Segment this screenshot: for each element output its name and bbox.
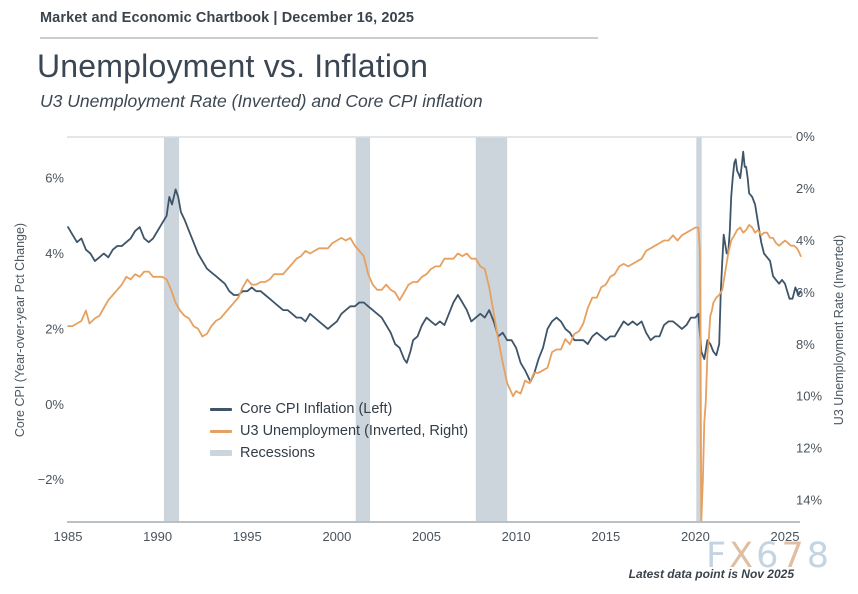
left-axis-tick: 4% bbox=[45, 246, 64, 261]
legend-item-unemployment: U3 Unemployment (Inverted, Right) bbox=[210, 420, 468, 442]
recession-band bbox=[163, 137, 180, 521]
x-axis-tick: 2005 bbox=[412, 529, 441, 544]
chartbook-header: Market and Economic Chartbook | December… bbox=[40, 10, 415, 26]
right-axis-tick: 8% bbox=[796, 337, 815, 352]
x-axis-tick: 2015 bbox=[591, 529, 620, 544]
right-axis-tick: 12% bbox=[796, 441, 822, 456]
right-axis-tick: 0% bbox=[796, 129, 815, 144]
legend-swatch-recessions bbox=[210, 450, 232, 456]
watermark-letter: F bbox=[706, 536, 730, 576]
left-axis-tick: 2% bbox=[45, 321, 64, 336]
recession-band bbox=[696, 137, 702, 521]
watermark-letter: 6 bbox=[756, 536, 782, 576]
watermark-letter: X bbox=[729, 536, 757, 576]
right-axis-tick: 14% bbox=[796, 493, 822, 508]
left-axis-tick: 0% bbox=[45, 397, 64, 412]
legend-swatch-core-cpi bbox=[210, 407, 232, 411]
right-axis-tick: 6% bbox=[796, 285, 815, 300]
x-axis-tick: 2000 bbox=[322, 529, 351, 544]
series-line-unemployment bbox=[67, 223, 802, 522]
legend-label-recessions: Recessions bbox=[240, 445, 315, 461]
right-axis-tick: 2% bbox=[796, 181, 815, 196]
watermark-fx678: FX678 bbox=[706, 536, 832, 576]
x-axis-tick: 2010 bbox=[502, 529, 531, 544]
legend-item-core-cpi: Core CPI Inflation (Left) bbox=[210, 398, 468, 420]
chart-legend: Core CPI Inflation (Left) U3 Unemploymen… bbox=[210, 398, 468, 464]
left-axis-tick: −2% bbox=[38, 472, 65, 487]
left-axis-title: Core CPI (Year-over-year Pct Change) bbox=[13, 223, 27, 437]
x-axis-tick: 1990 bbox=[143, 529, 172, 544]
x-axis-tick: 1985 bbox=[54, 529, 83, 544]
page-subtitle: U3 Unemployment Rate (Inverted) and Core… bbox=[40, 91, 483, 111]
recession-band bbox=[475, 137, 508, 521]
legend-swatch-unemployment bbox=[210, 429, 232, 433]
series-line-core-cpi bbox=[67, 150, 802, 383]
x-axis-tick: 1995 bbox=[233, 529, 262, 544]
watermark-letter: 7 bbox=[781, 536, 807, 576]
latest-data-note: Latest data point is Nov 2025 bbox=[628, 567, 794, 581]
right-axis-tick: 4% bbox=[796, 233, 815, 248]
legend-label-unemployment: U3 Unemployment (Inverted, Right) bbox=[240, 423, 469, 439]
page-title: Unemployment vs. Inflation bbox=[37, 48, 429, 84]
header-divider bbox=[40, 37, 598, 39]
watermark-letter: 8 bbox=[806, 536, 832, 576]
left-axis-tick: 6% bbox=[45, 171, 64, 186]
right-axis-title: U3 Unemployment Rate (Inverted) bbox=[832, 235, 846, 425]
legend-item-recessions: Recessions bbox=[210, 442, 468, 464]
right-axis-tick: 10% bbox=[796, 389, 822, 404]
legend-label-core-cpi: Core CPI Inflation (Left) bbox=[240, 401, 393, 417]
